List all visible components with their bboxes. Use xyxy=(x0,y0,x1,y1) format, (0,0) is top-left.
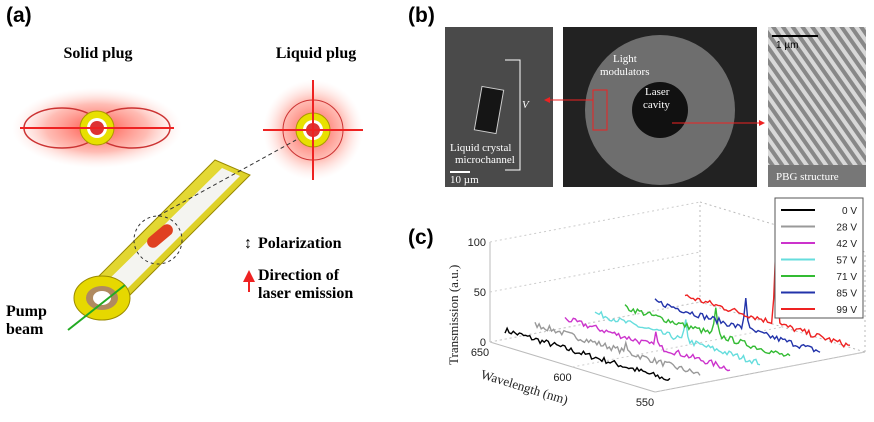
grid-line xyxy=(490,302,700,342)
panel-label: (b) xyxy=(408,4,435,27)
z-tick-label: 50 xyxy=(474,287,486,299)
microchannel-label: microchannel xyxy=(455,154,515,166)
legend-label: 71 V xyxy=(836,272,857,283)
legend-label: 28 V xyxy=(836,223,857,234)
legend-label: 85 V xyxy=(836,289,857,300)
panel-label: (a) xyxy=(6,4,32,27)
legend-label: 57 V xyxy=(836,256,857,267)
legend-label: 42 V xyxy=(836,239,857,250)
z-tick-label: 100 xyxy=(468,237,486,249)
microchannel-label: Liquid crystal xyxy=(450,142,511,154)
figure: (a) Solid plug Liquid plug ↕ Polarizatio… xyxy=(0,0,874,422)
panel-label: (c) xyxy=(408,226,434,249)
polarization-label: Polarization xyxy=(258,235,342,252)
scale-label: 10 µm xyxy=(450,174,479,186)
cavity-label: Laser xyxy=(645,86,670,98)
emission-label: Direction of xyxy=(258,267,340,284)
polarization-icon: ↕ xyxy=(244,235,252,252)
pbg-label: PBG structure xyxy=(776,171,839,183)
spectrum-trace xyxy=(595,312,760,365)
pump-label: beam xyxy=(6,321,44,338)
grid-line xyxy=(490,252,700,292)
solid-plug-title: Solid plug xyxy=(64,45,133,62)
liquid-plug-title: Liquid plug xyxy=(276,45,357,62)
spectrum-trace xyxy=(565,317,730,370)
legend-label: 0 V xyxy=(842,206,857,217)
legend-label: 99 V xyxy=(836,305,857,316)
x-tick-label: 650 xyxy=(471,347,489,359)
x-tick-label: 550 xyxy=(636,397,654,409)
emission-label: laser emission xyxy=(258,285,353,302)
liquid-plug-diagram xyxy=(263,80,363,180)
sem-image-right xyxy=(768,27,866,187)
cavity-label: cavity xyxy=(643,99,670,111)
grid-line xyxy=(490,202,700,242)
pump-label: Pump xyxy=(6,303,47,320)
solid-plug-diagram xyxy=(12,88,182,168)
modulators-label: modulators xyxy=(600,66,650,78)
z-axis-label: Transmission (a.u.) xyxy=(446,265,461,365)
scale-label: 1 µm xyxy=(776,40,798,51)
modulators-label: Light xyxy=(613,53,637,65)
spectrum-trace xyxy=(535,322,700,375)
x-tick-label: 600 xyxy=(553,372,571,384)
